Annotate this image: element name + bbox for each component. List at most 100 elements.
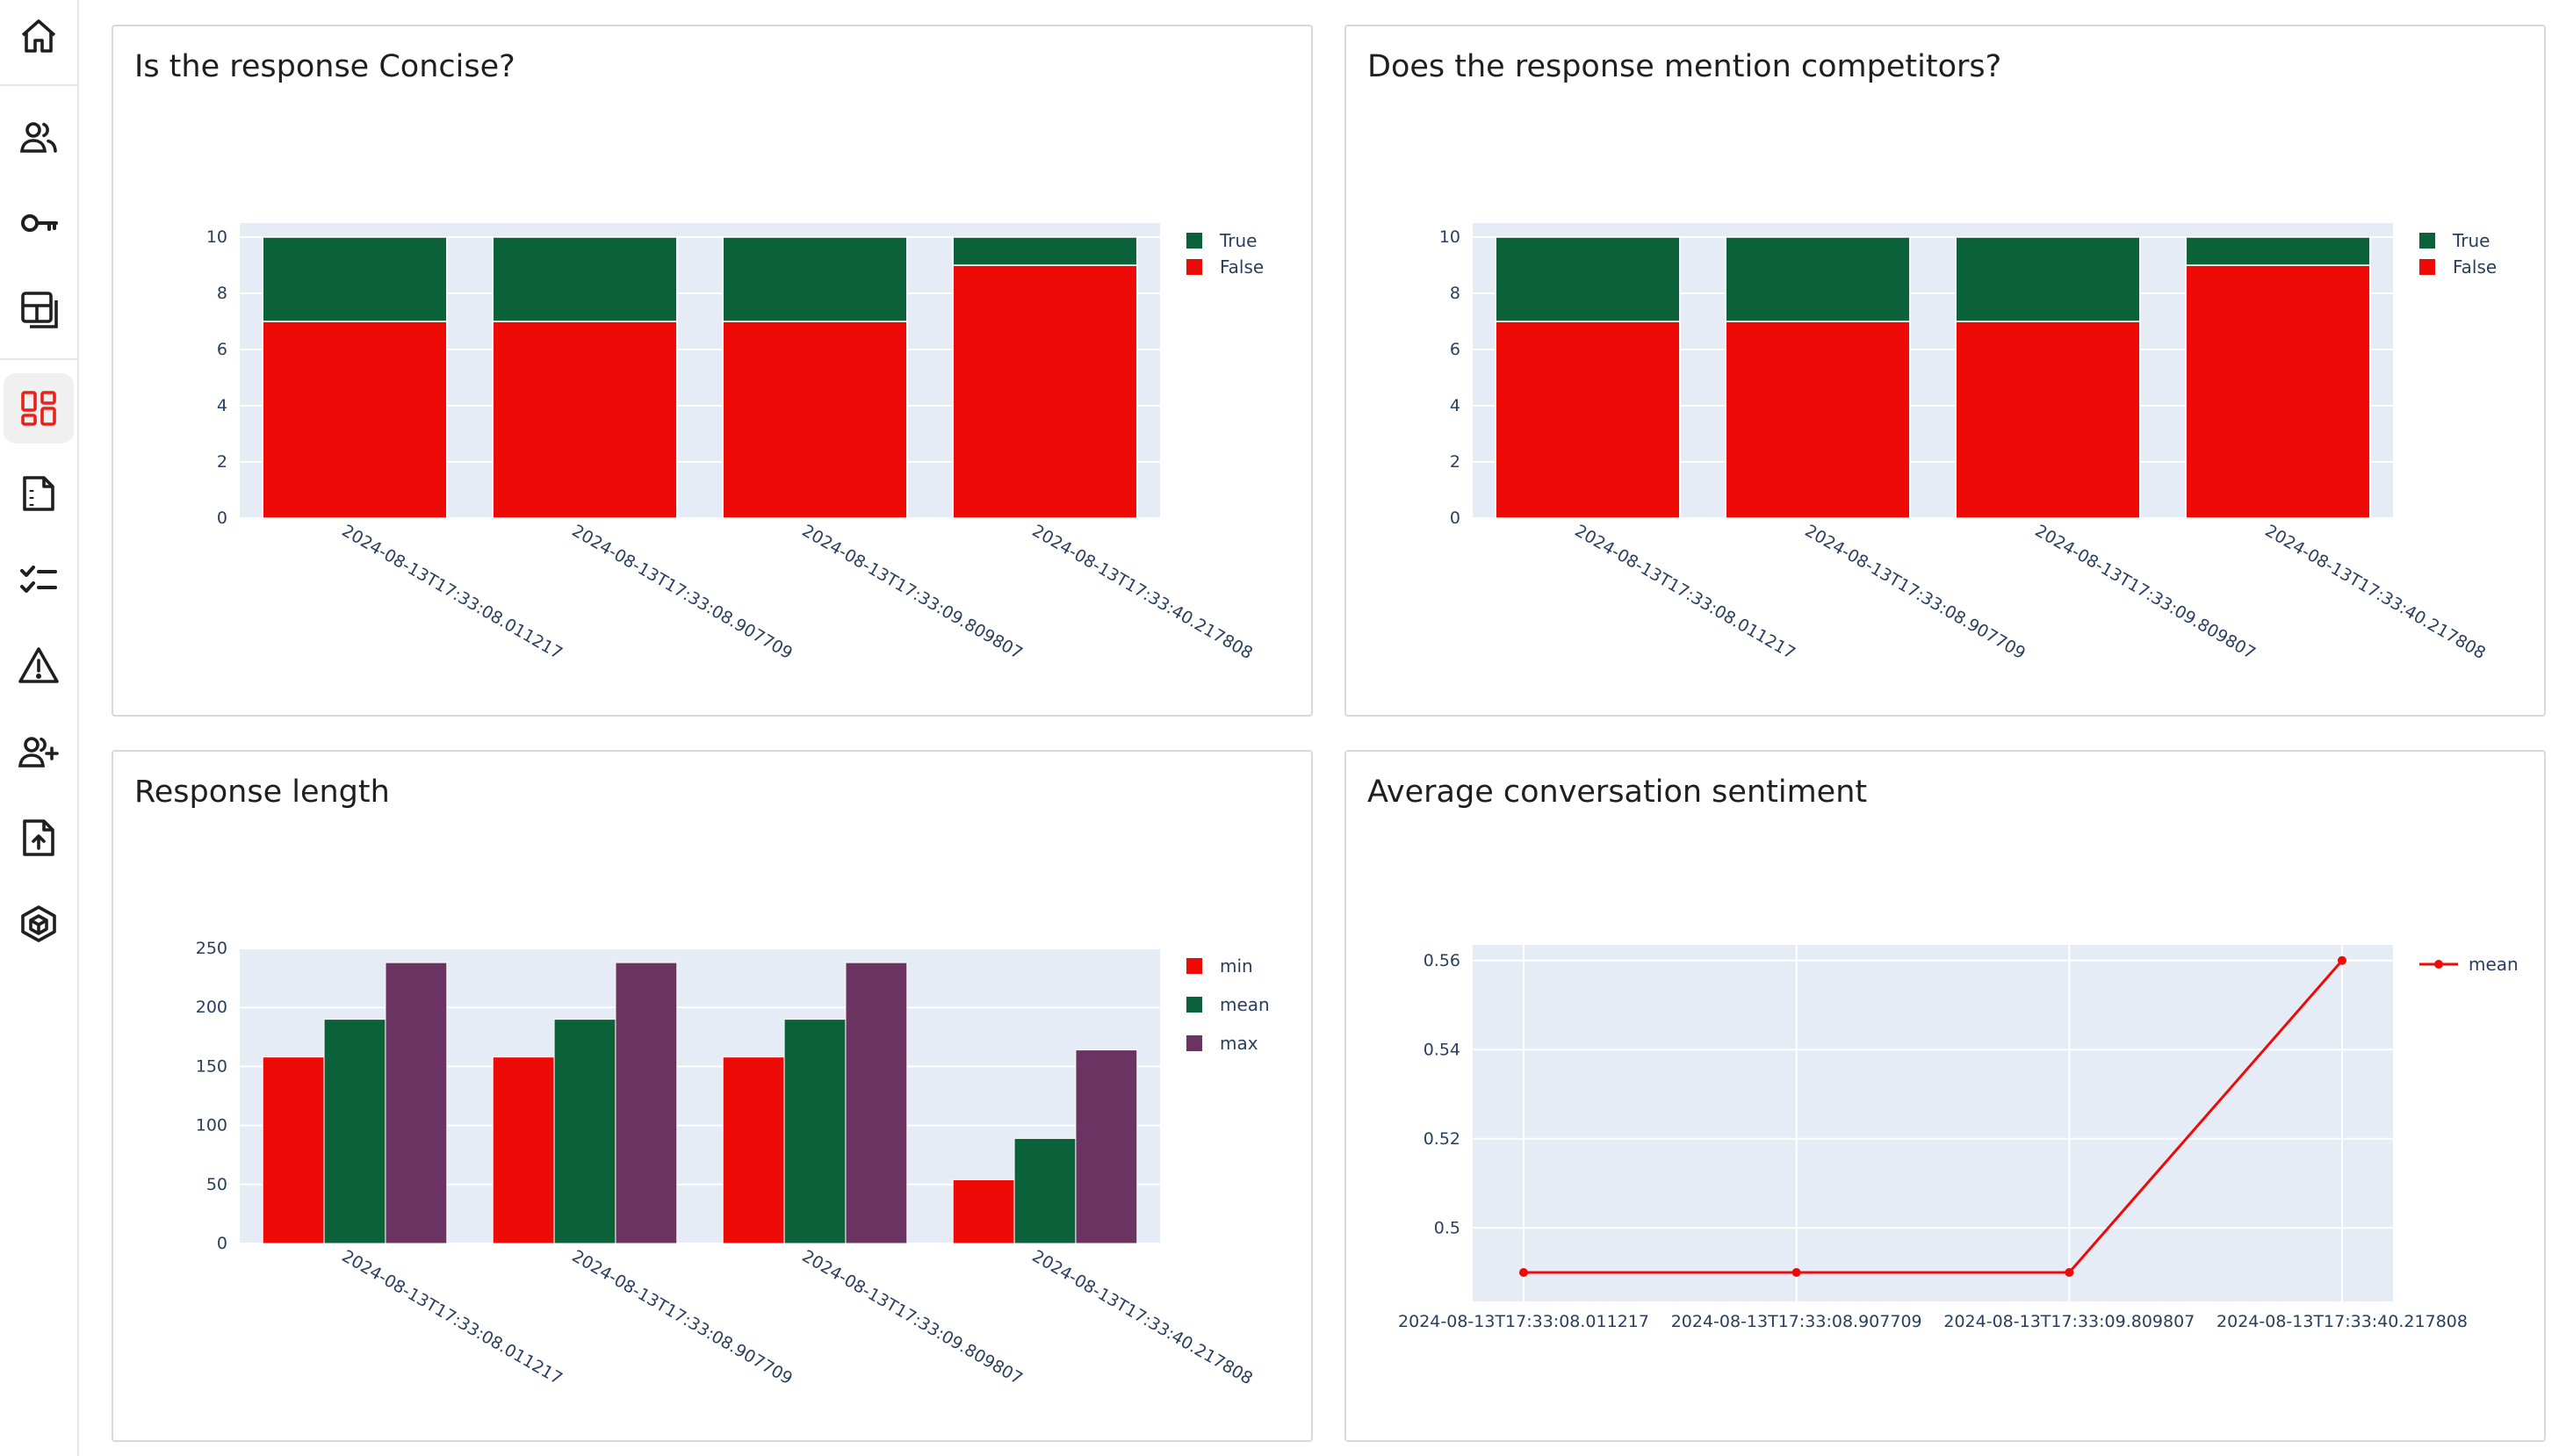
bar xyxy=(722,321,908,519)
panel-response-length: Response length 0 50 100 150 200 250 2024-08-1… xyxy=(112,750,1313,1442)
legend-swatch xyxy=(1186,259,1202,275)
legend-swatch xyxy=(1186,1035,1202,1051)
bar xyxy=(783,1019,847,1244)
data-point xyxy=(1791,1268,1801,1278)
y-tick-label: 150 xyxy=(196,1056,227,1076)
y-tick-label: 4 xyxy=(217,396,227,415)
legend-label: mean xyxy=(2469,954,2519,975)
bar xyxy=(385,962,448,1244)
panel-title: Response length xyxy=(134,775,390,810)
y-tick-label: 100 xyxy=(196,1116,227,1135)
sidebar-item-upload[interactable] xyxy=(4,803,74,873)
y-tick-label: 6 xyxy=(217,340,227,359)
x-tick-label: 2024-08-13T17:33:08.907709 xyxy=(569,521,796,663)
x-tick-label: 2024-08-13T17:33:40.217808 xyxy=(1029,521,1257,663)
sidebar-divider xyxy=(0,358,79,360)
bar xyxy=(1013,1137,1077,1244)
bar xyxy=(722,236,908,322)
x-tick-label: 2024-08-13T17:33:08.011217 xyxy=(1572,521,1799,663)
y-tick-label: 0.52 xyxy=(1424,1129,1460,1149)
y-tick-label: 50 xyxy=(206,1175,227,1194)
sidebar-divider xyxy=(0,84,79,86)
y-tick-label: 8 xyxy=(1450,284,1460,303)
x-tick-label: 2024-08-13T17:33:09.809807 xyxy=(1943,1312,2195,1331)
y-tick-label: 10 xyxy=(206,227,227,247)
sidebar-item-dashboard[interactable] xyxy=(4,373,74,443)
data-point xyxy=(2065,1268,2074,1278)
sidebar-item-keys[interactable] xyxy=(4,188,74,258)
x-tick-label: 2024-08-13T17:33:40.217808 xyxy=(2262,521,2490,663)
key-icon xyxy=(21,214,58,232)
data-point xyxy=(2338,955,2346,965)
panel-competitors: Does the response mention competitors? 0… xyxy=(1344,25,2546,717)
legend-swatch xyxy=(1186,997,1202,1013)
x-tick-label: 2024-08-13T17:33:08.907709 xyxy=(1802,521,2029,663)
sidebar xyxy=(0,0,79,1456)
x-tick-label: 2024-08-13T17:33:09.809807 xyxy=(2032,521,2260,663)
checklist-icon xyxy=(20,566,57,593)
legend-label: True xyxy=(2452,230,2490,251)
bar xyxy=(722,1056,785,1244)
bar xyxy=(323,1019,386,1244)
layout-icon xyxy=(21,292,58,328)
sentiment-chart: 2024-08-13T17:33:08.011217 2024-08-13T17:… xyxy=(1398,945,2519,1331)
sidebar-item-add-user[interactable] xyxy=(4,717,74,787)
legend-label: True xyxy=(1219,230,1257,251)
bar xyxy=(1955,321,2141,519)
dashboard-icon xyxy=(21,391,56,426)
bar xyxy=(553,1019,616,1244)
legend-label: min xyxy=(1220,955,1253,977)
sidebar-item-alerts[interactable] xyxy=(4,631,74,701)
bar xyxy=(2185,264,2371,519)
sidebar-item-documents[interactable] xyxy=(4,458,74,529)
y-tick-label: 6 xyxy=(1450,340,1460,359)
y-tick-label: 0.54 xyxy=(1424,1040,1460,1059)
bar xyxy=(1725,321,1911,519)
sidebar-item-home[interactable] xyxy=(4,2,74,72)
bar xyxy=(492,1056,555,1244)
sidebar-item-checklist[interactable] xyxy=(4,544,74,615)
plot-area xyxy=(1473,945,2393,1301)
bar xyxy=(492,321,678,519)
panel-sentiment: Average conversation sentiment 2024-08-1… xyxy=(1344,750,2546,1442)
y-tick-label: 10 xyxy=(1439,227,1460,247)
bar xyxy=(952,236,1138,266)
series-line xyxy=(1524,959,2344,1274)
x-tick-label: 2024-08-13T17:33:08.011217 xyxy=(339,521,566,663)
y-tick-label: 2 xyxy=(1450,452,1460,472)
x-tick-label: 2024-08-13T17:33:40.217808 xyxy=(2216,1312,2468,1331)
bar xyxy=(262,1056,325,1244)
panel-title: Is the response Concise? xyxy=(134,49,515,84)
sidebar-item-layout[interactable] xyxy=(4,274,74,344)
sidebar-item-models[interactable] xyxy=(4,889,74,959)
x-tick-label: 2024-08-13T17:33:08.907709 xyxy=(569,1246,796,1388)
users-icon xyxy=(19,122,57,153)
bar xyxy=(2185,236,2371,266)
bar xyxy=(952,1178,1015,1244)
home-icon xyxy=(21,19,56,53)
y-tick-label: 4 xyxy=(1450,396,1460,415)
bar xyxy=(615,962,678,1244)
data-point xyxy=(1519,1268,1528,1278)
x-tick-label: 2024-08-13T17:33:40.217808 xyxy=(1029,1246,1257,1388)
legend-label: mean xyxy=(1220,994,1270,1015)
bar xyxy=(845,962,908,1244)
legend-label: max xyxy=(1220,1033,1258,1054)
bar xyxy=(1495,321,1681,519)
x-tick-label: 2024-08-13T17:33:08.011217 xyxy=(339,1246,566,1388)
legend-swatch xyxy=(2419,259,2435,275)
bar xyxy=(262,236,448,322)
sidebar-item-users[interactable] xyxy=(4,102,74,172)
x-tick-label: 2024-08-13T17:33:08.907709 xyxy=(1671,1312,1922,1331)
warning-icon xyxy=(18,647,59,683)
panel-title: Does the response mention competitors? xyxy=(1367,49,2002,84)
response-length-chart: 0 50 100 150 200 250 2024-08-13T17:33:08.01121… xyxy=(196,939,1270,1388)
y-tick-label: 200 xyxy=(196,998,227,1017)
bar xyxy=(262,321,448,519)
legend-swatch xyxy=(1186,958,1202,974)
y-tick-label: 2 xyxy=(217,452,227,472)
y-tick-label: 0.56 xyxy=(1424,951,1460,970)
x-tick-label: 2024-08-13T17:33:09.809807 xyxy=(799,1246,1027,1388)
